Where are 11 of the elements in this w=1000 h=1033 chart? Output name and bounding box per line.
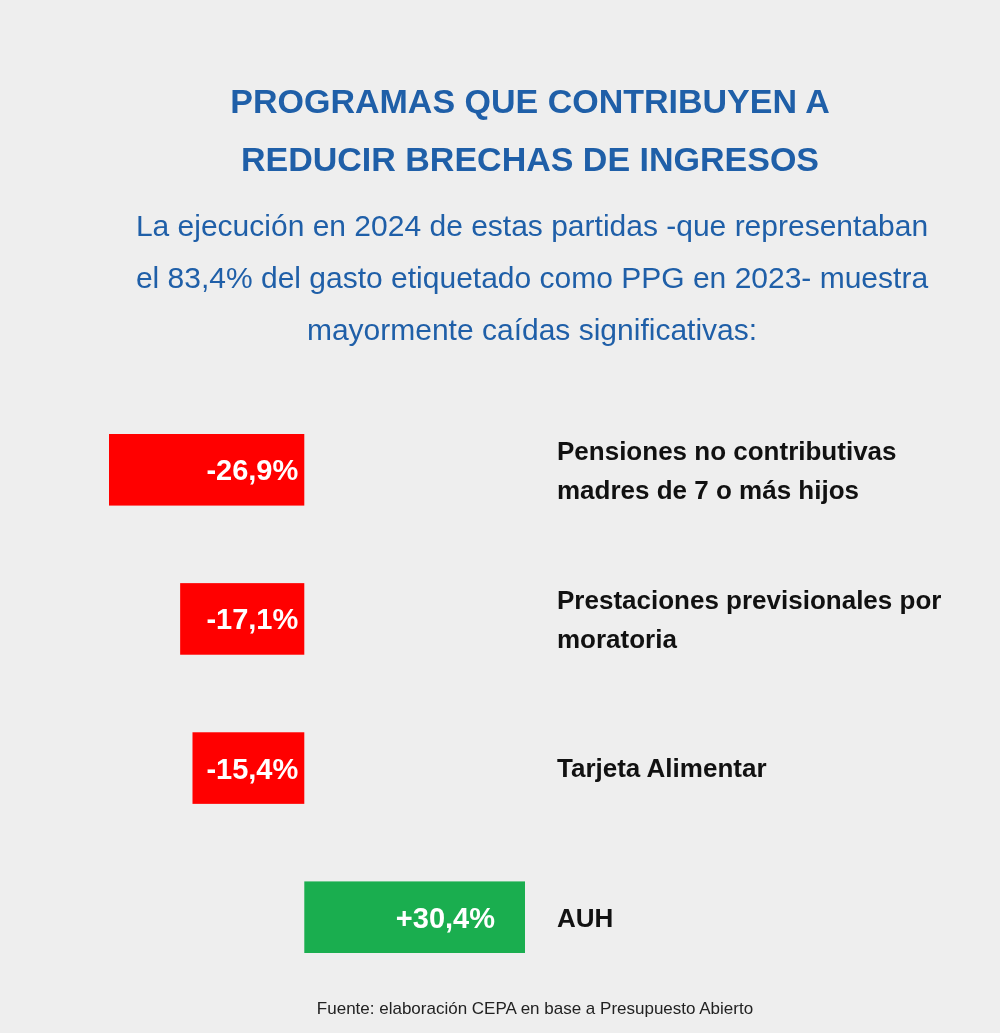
y-tick-label: Tarjeta Alimentar [557,753,767,784]
y-tick-label: Pensiones no contributivas madres de 7 o más hijos [557,435,897,505]
data-label: +30,4% [395,901,496,934]
data-label: -17,1% [206,603,299,636]
y-tick-label: AUH [557,902,614,933]
y-tick-label: Prestaciones previsionales por moratoria [557,584,942,654]
source-note: Fuente: elaboración CEPA en base a Presupuesto Abierto [316,999,754,1018]
data-label: -15,4% [206,752,299,785]
chart-title: PROGRAMAS QUE CONTRIBUYEN A REDUCIR BRECHAS DE INGRESOS [230,82,830,178]
chart-subtitle: La ejecución en 2024 de estas partidas -que representaban el 83,4% del gasto etiquetado como PPG en 2023- muestra mayormente caídas significativas: [135,209,929,346]
data-label: -26,9% [206,454,299,487]
